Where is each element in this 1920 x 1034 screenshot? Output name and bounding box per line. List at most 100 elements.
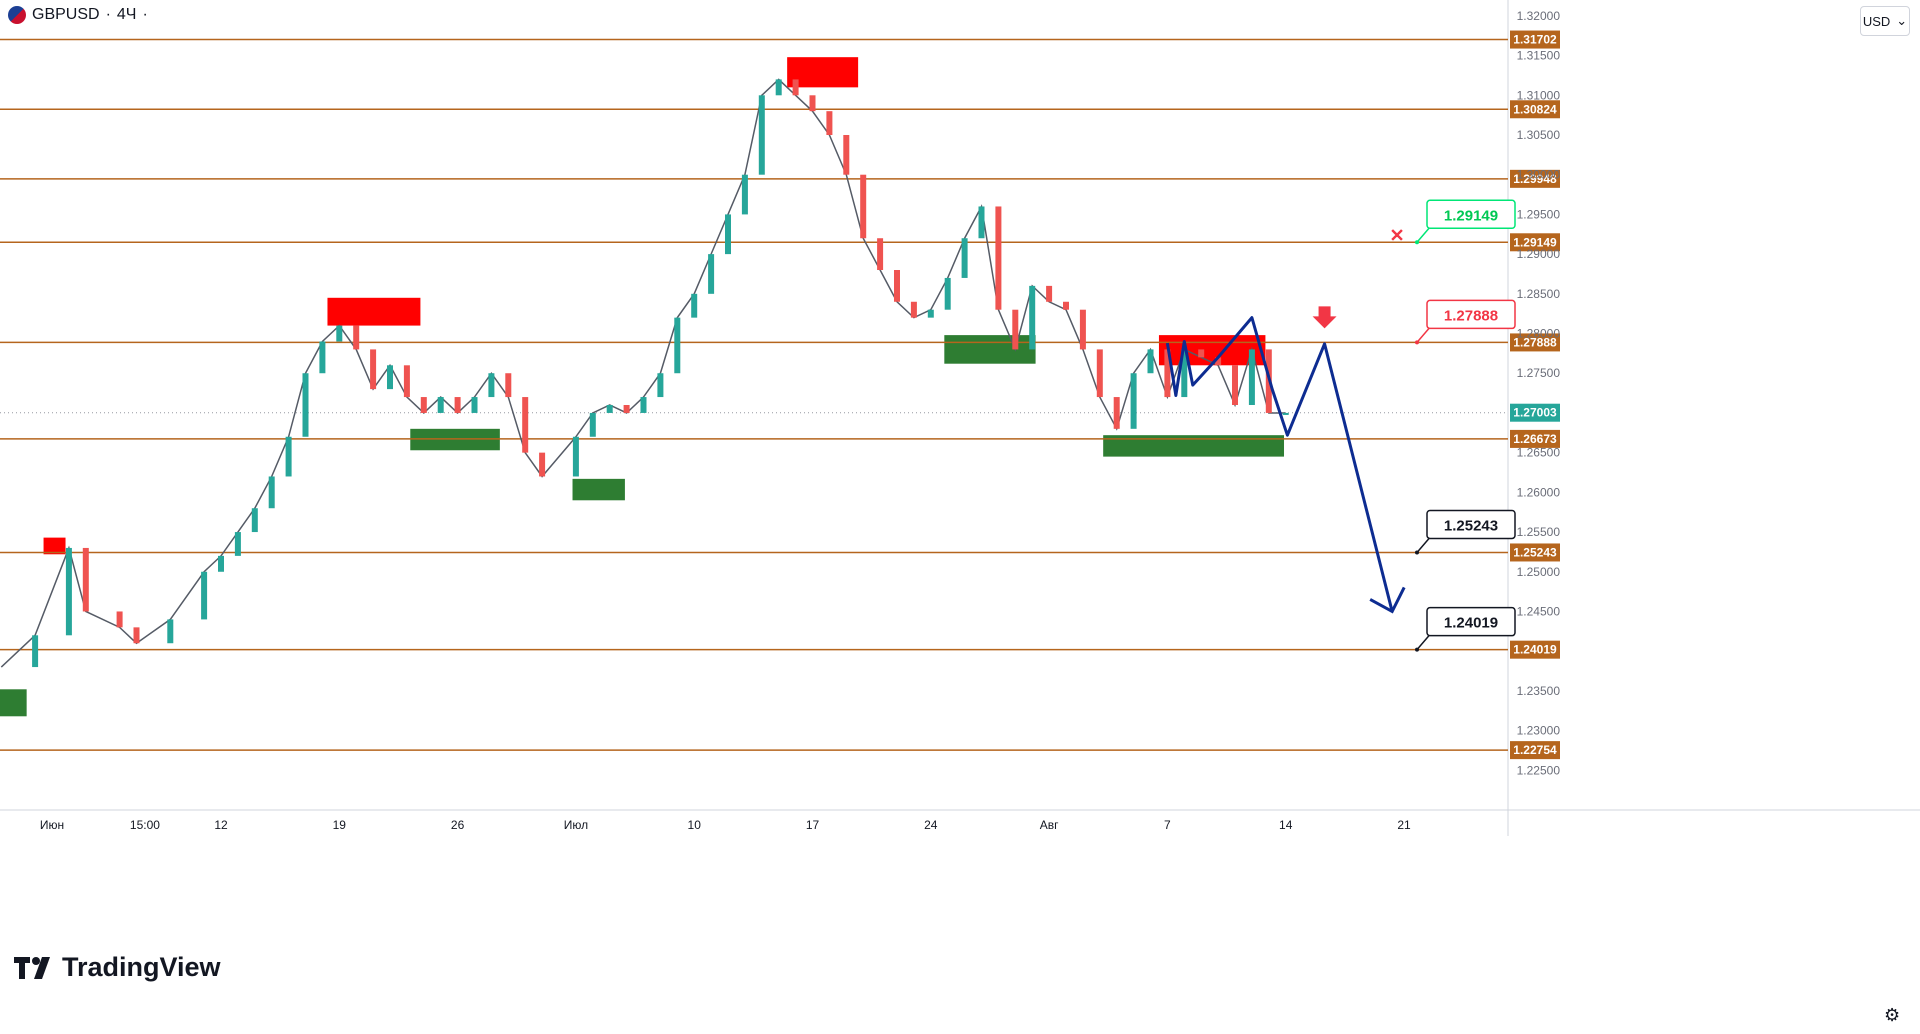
demand-zone [1103, 435, 1285, 457]
chevron-down-icon: ⌄ [1896, 13, 1908, 28]
time-tick-label: 19 [333, 818, 347, 832]
callout-label: 1.27888 [1444, 307, 1498, 324]
candle [488, 373, 495, 398]
candle [370, 349, 377, 390]
candle [792, 79, 799, 96]
price-tick-label: 1.22500 [1517, 763, 1561, 777]
candle [944, 277, 951, 310]
level-price-label: 1.31702 [1513, 33, 1557, 47]
price-tick-label: 1.32000 [1517, 9, 1561, 23]
symbol-separator: · [105, 6, 111, 23]
candle [995, 206, 1002, 310]
candle [657, 373, 664, 398]
price-tick-label: 1.30000 [1517, 168, 1561, 182]
level-price-box [1510, 640, 1560, 659]
candle [82, 547, 89, 612]
candle [640, 397, 647, 413]
candle [741, 174, 748, 215]
candle [471, 397, 478, 413]
level-price-box [1510, 100, 1560, 119]
callout-leader [1416, 635, 1430, 651]
candle [65, 547, 72, 636]
levels-layer: 1.31702 1.30824 1.29948 1.29149 1.27888 1.266… [0, 30, 1560, 760]
time-tick-label: 10 [688, 818, 702, 832]
candle [1130, 373, 1137, 429]
level-price-box [1510, 333, 1560, 352]
callout-label: 1.29149 [1444, 207, 1498, 224]
level-price-box [1510, 30, 1560, 49]
level-price-box [1510, 543, 1560, 562]
price-tick-label: 1.29500 [1517, 207, 1561, 221]
time-tick-label: 21 [1397, 818, 1411, 832]
price-tick-label: 1.25500 [1517, 525, 1561, 539]
time-tick-label: 7 [1164, 818, 1171, 832]
currency-label: USD [1862, 13, 1891, 29]
settings-gear-icon[interactable]: ⚙ [1884, 1005, 1901, 1025]
candle [758, 95, 765, 175]
price-series-layer [0, 78, 1289, 668]
candle [775, 79, 782, 96]
candle [623, 405, 630, 413]
candle [234, 532, 241, 556]
candle [877, 238, 884, 270]
candle [809, 95, 816, 112]
forecast-path [1165, 316, 1394, 612]
price-tick-label: 1.23500 [1517, 684, 1561, 698]
time-tick-label: Июн [40, 818, 64, 832]
candle [1012, 309, 1019, 350]
callout-anchor [1415, 340, 1419, 345]
price-tick-label: 1.27500 [1517, 366, 1561, 380]
demand-zone [572, 478, 625, 501]
price-tick-label: 1.30500 [1517, 128, 1561, 142]
current-price-box [1510, 403, 1560, 422]
candle [1181, 349, 1188, 398]
level-price-label: 1.26673 [1513, 432, 1557, 446]
candle [387, 365, 393, 390]
gbp-flag-icon [8, 6, 26, 24]
candle [910, 301, 917, 318]
axis-frame [0, 0, 1920, 836]
symbol-header[interactable]: GBPUSD · 4Ч · [8, 6, 148, 24]
price-tick-label: 1.31000 [1517, 88, 1561, 102]
forecast-arrowhead [1369, 586, 1406, 614]
time-axis[interactable]: Июн 15:00 12 19 26 Июл 10 17 24 Авг 7 14 21 [40, 818, 1411, 832]
candle [691, 293, 698, 318]
candle [1113, 397, 1120, 429]
time-tick-label: 24 [924, 818, 938, 832]
level-price-label: 1.29149 [1513, 235, 1557, 249]
candle [268, 476, 275, 509]
time-tick-label: 26 [451, 818, 465, 832]
candle [978, 206, 985, 239]
currency-selector[interactable]: USD ⌄ [1860, 6, 1910, 36]
interval-label[interactable]: 4Ч [116, 6, 137, 23]
candle [894, 270, 900, 302]
price-axis[interactable]: 1.22500 1.23000 1.23500 1.24500 1.25000 1.255… [1517, 9, 1561, 777]
candle [1046, 285, 1053, 302]
candle [505, 373, 512, 398]
price-close-line [0, 78, 1286, 668]
price-tick-label: 1.28500 [1517, 287, 1561, 301]
candle [1029, 285, 1036, 350]
candle [336, 325, 343, 342]
cancel-x-icon: ✕ [1389, 225, 1404, 245]
candle [403, 365, 410, 398]
tradingview-logo[interactable]: TradingView [14, 952, 221, 983]
time-tick-label: 14 [1279, 818, 1293, 832]
callout-leader [1416, 327, 1430, 343]
candle [201, 571, 208, 620]
brand-name: TradingView [62, 952, 221, 982]
candle [725, 214, 731, 255]
time-tick-label: 12 [214, 818, 228, 832]
candle [1198, 349, 1205, 358]
supply-zone [327, 297, 421, 326]
candle [826, 111, 833, 135]
candle [1164, 349, 1171, 398]
price-tick-label: 1.28000 [1517, 327, 1561, 341]
candle [572, 436, 579, 477]
level-price-label: 1.25243 [1513, 545, 1557, 559]
demand-zone [0, 689, 27, 717]
time-tick-label: 15:00 [130, 818, 160, 832]
candle [1063, 301, 1069, 310]
callout-leader [1416, 227, 1430, 243]
